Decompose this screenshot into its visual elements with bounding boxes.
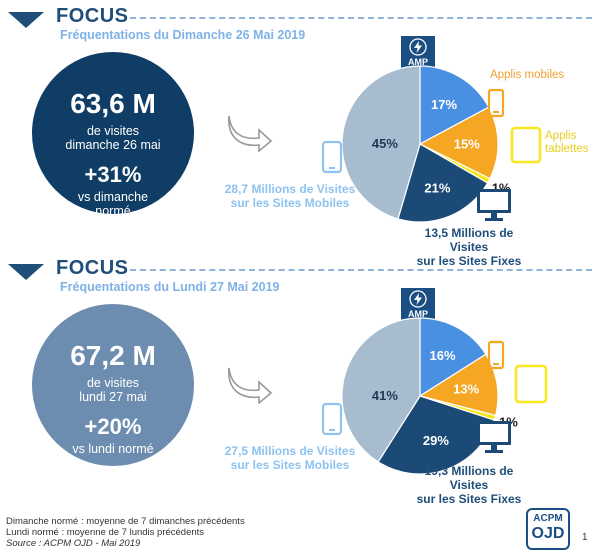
monitor-icon: [477, 189, 511, 221]
growth-caption: vs lundi normé: [32, 442, 194, 456]
applis-tablettes-line1: Applis: [545, 130, 577, 142]
pie-slice-amp: [419, 317, 487, 398]
logo-bottom-text: OJD: [531, 525, 565, 542]
dashed-divider: [130, 269, 592, 271]
fixed-sites-line1: 19,3 Millions de Visites: [424, 464, 514, 492]
pie-slice-applis-mobiles: [418, 106, 499, 180]
fixed-sites-line1: 13,5 Millions de Visites: [424, 226, 514, 254]
amp-label: AMP: [408, 57, 428, 67]
mobile-sites-line2: sur les Sites Mobiles: [230, 458, 350, 472]
pie-slice-sites-mobiles: [341, 317, 421, 463]
dashed-divider: [130, 17, 592, 19]
section-subtitle: Fréquentations du Dimanche 26 Mai 2019: [60, 28, 306, 42]
visits-circle: 67,2 M de visites lundi 27 mai +20% vs l…: [32, 304, 194, 466]
smartphone-icon: [321, 402, 343, 436]
smartphone-icon: [487, 88, 505, 118]
pie-label-sites-mobiles: 45%: [372, 136, 398, 151]
fixed-sites-line2: sur les Sites Fixes: [416, 254, 522, 268]
section-lundi: FOCUS Fréquentations du Lundi 27 Mai 201…: [0, 252, 600, 506]
applis-tablettes-line2: tablettes: [545, 143, 589, 155]
footer-line1: Dimanche normé : moyenne de 7 dimanches …: [6, 516, 245, 527]
growth-caption-line1: vs lundi normé: [72, 442, 154, 456]
smartphone-icon: [321, 140, 343, 174]
footer-line2: Lundi normé : moyenne de 7 lundis précéd…: [6, 527, 205, 538]
pie-slice-amp: [419, 65, 490, 146]
amp-badge: AMP: [401, 288, 435, 322]
amp-label: AMP: [408, 309, 428, 319]
visits-count: 63,6 M: [70, 88, 156, 119]
pie-chart-dimanche: 17%15%1%21%45%: [341, 65, 511, 223]
section-dimanche: FOCUS Fréquentations du Dimanche 26 Mai …: [0, 0, 600, 268]
mobile-sites-line1: 28,7 Millions de Visites: [224, 182, 356, 196]
visits-caption-line2: lundi 27 mai: [79, 390, 147, 404]
fixed-sites-text: 13,5 Millions de Visites sur les Sites F…: [404, 226, 534, 268]
visits-caption-line2: dimanche 26 mai: [65, 138, 161, 152]
fixed-sites-line2: sur les Sites Fixes: [416, 492, 522, 506]
visits-caption: de visites lundi 27 mai: [32, 376, 194, 404]
mobile-sites-line2: sur les Sites Mobiles: [230, 196, 350, 210]
applis-tablettes-label: Applis tablettes: [545, 130, 588, 156]
tablet-icon: [510, 126, 542, 164]
mobile-sites-line1: 27,5 Millions de Visites: [224, 444, 356, 458]
growth-value: +20%: [84, 414, 142, 439]
section-subtitle: Fréquentations du Lundi 27 Mai 2019: [60, 280, 280, 294]
footer-source: Source : ACPM OJD - Mai 2019: [6, 538, 141, 549]
visits-caption-line1: de visites: [86, 124, 140, 138]
pie-label-sites-fixes: 29%: [423, 433, 449, 448]
pie-label-applis-mobiles: 15%: [454, 136, 480, 151]
amp-badge: AMP: [401, 36, 435, 70]
pie-label-amp: 17%: [431, 97, 457, 112]
pie-slice-applis-mobiles: [418, 353, 499, 417]
curved-arrow-icon: [228, 367, 273, 404]
visits-caption-line1: de visites: [86, 376, 140, 390]
tablet-icon: [514, 364, 548, 404]
growth-caption-line2: normé: [95, 204, 131, 218]
applis-mobiles-label: Applis mobiles: [490, 69, 565, 81]
page-number: 1: [582, 532, 588, 543]
acpm-ojd-logo: ACPM OJD: [526, 508, 570, 550]
growth-caption-line1: vs dimanche: [77, 190, 149, 204]
visits-circle: 63,6 M de visites dimanche 26 mai +31% v…: [32, 52, 194, 218]
smartphone-icon: [487, 340, 505, 370]
footer-notes: Dimanche normé : moyenne de 7 dimanches …: [6, 516, 245, 549]
mobile-sites-text: 27,5 Millions de Visites sur les Sites M…: [220, 444, 360, 472]
mobile-sites-text: 28,7 Millions de Visites sur les Sites M…: [220, 182, 360, 210]
triangle-marker-icon: [8, 12, 44, 28]
pie-chart-lundi: 16%13%1%29%41%: [341, 317, 518, 475]
pie-label-applis-mobiles: 13%: [453, 382, 479, 397]
amp-lightning-icon: [409, 38, 427, 56]
pie-slice-sites-mobiles: [341, 65, 421, 220]
pie-label-sites-fixes: 21%: [424, 180, 450, 195]
growth-caption: vs dimanche normé: [32, 190, 194, 218]
pie-label-amp: 16%: [429, 348, 455, 363]
fixed-sites-text: 19,3 Millions de Visites sur les Sites F…: [404, 464, 534, 506]
visits-count: 67,2 M: [70, 340, 156, 371]
focus-title: FOCUS: [56, 5, 129, 27]
triangle-marker-icon: [8, 264, 44, 280]
pie-label-sites-mobiles: 41%: [372, 388, 398, 403]
amp-lightning-icon: [409, 290, 427, 308]
monitor-icon: [477, 421, 511, 453]
focus-title: FOCUS: [56, 257, 129, 279]
logo-top-text: ACPM: [533, 513, 563, 524]
growth-value: +31%: [84, 162, 142, 187]
curved-arrow-icon: [228, 115, 273, 152]
visits-caption: de visites dimanche 26 mai: [32, 124, 194, 152]
